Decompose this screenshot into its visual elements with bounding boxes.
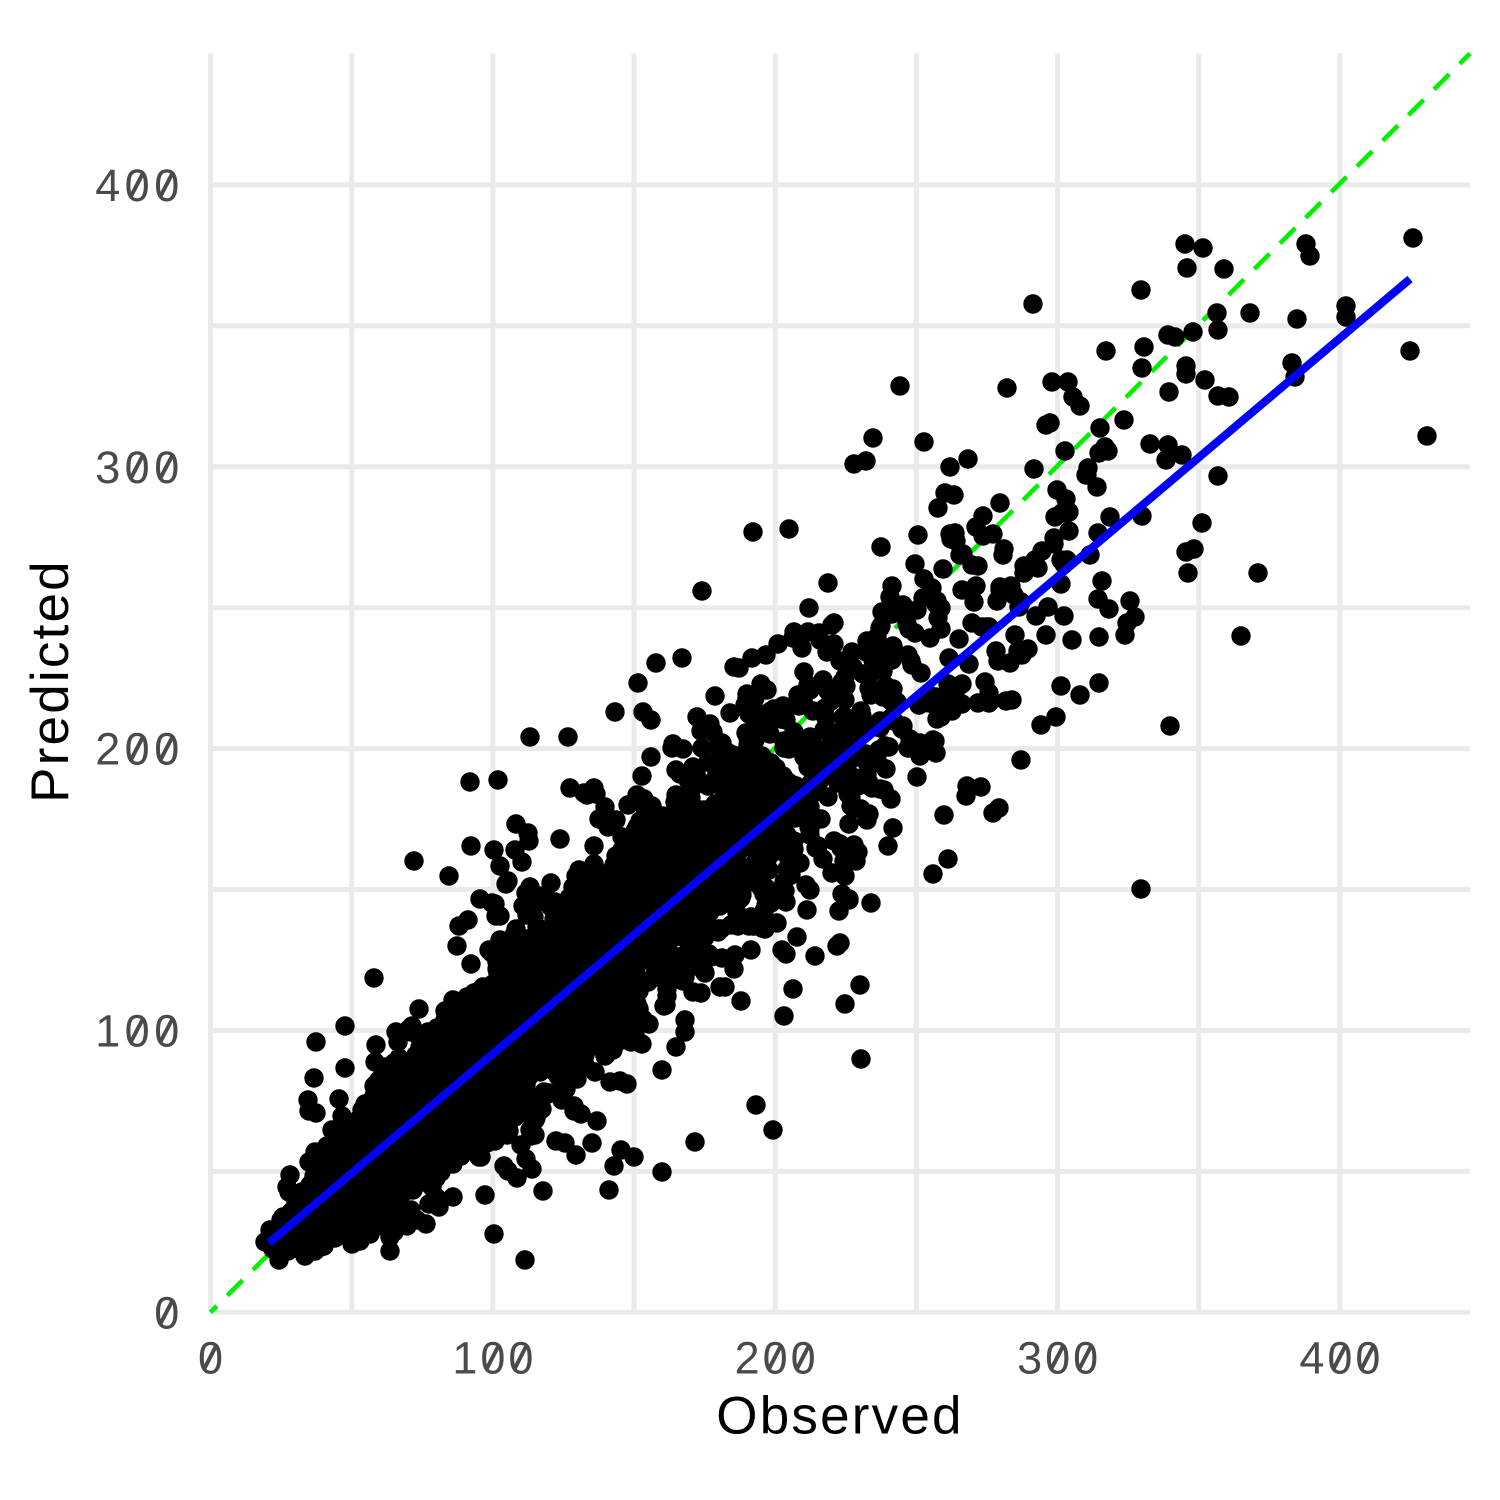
svg-text:Predicted: Predicted: [21, 559, 80, 803]
svg-text:1: 1: [452, 1332, 477, 1383]
svg-text:4: 4: [95, 160, 120, 211]
svg-text:3: 3: [1017, 1332, 1042, 1383]
svg-text:Observed: Observed: [716, 1387, 963, 1446]
svg-text:3: 3: [95, 442, 120, 493]
svg-text:2: 2: [95, 724, 120, 775]
svg-text:4: 4: [1299, 1332, 1324, 1383]
svg-text:1: 1: [95, 1006, 120, 1057]
svg-text:2: 2: [735, 1332, 760, 1383]
